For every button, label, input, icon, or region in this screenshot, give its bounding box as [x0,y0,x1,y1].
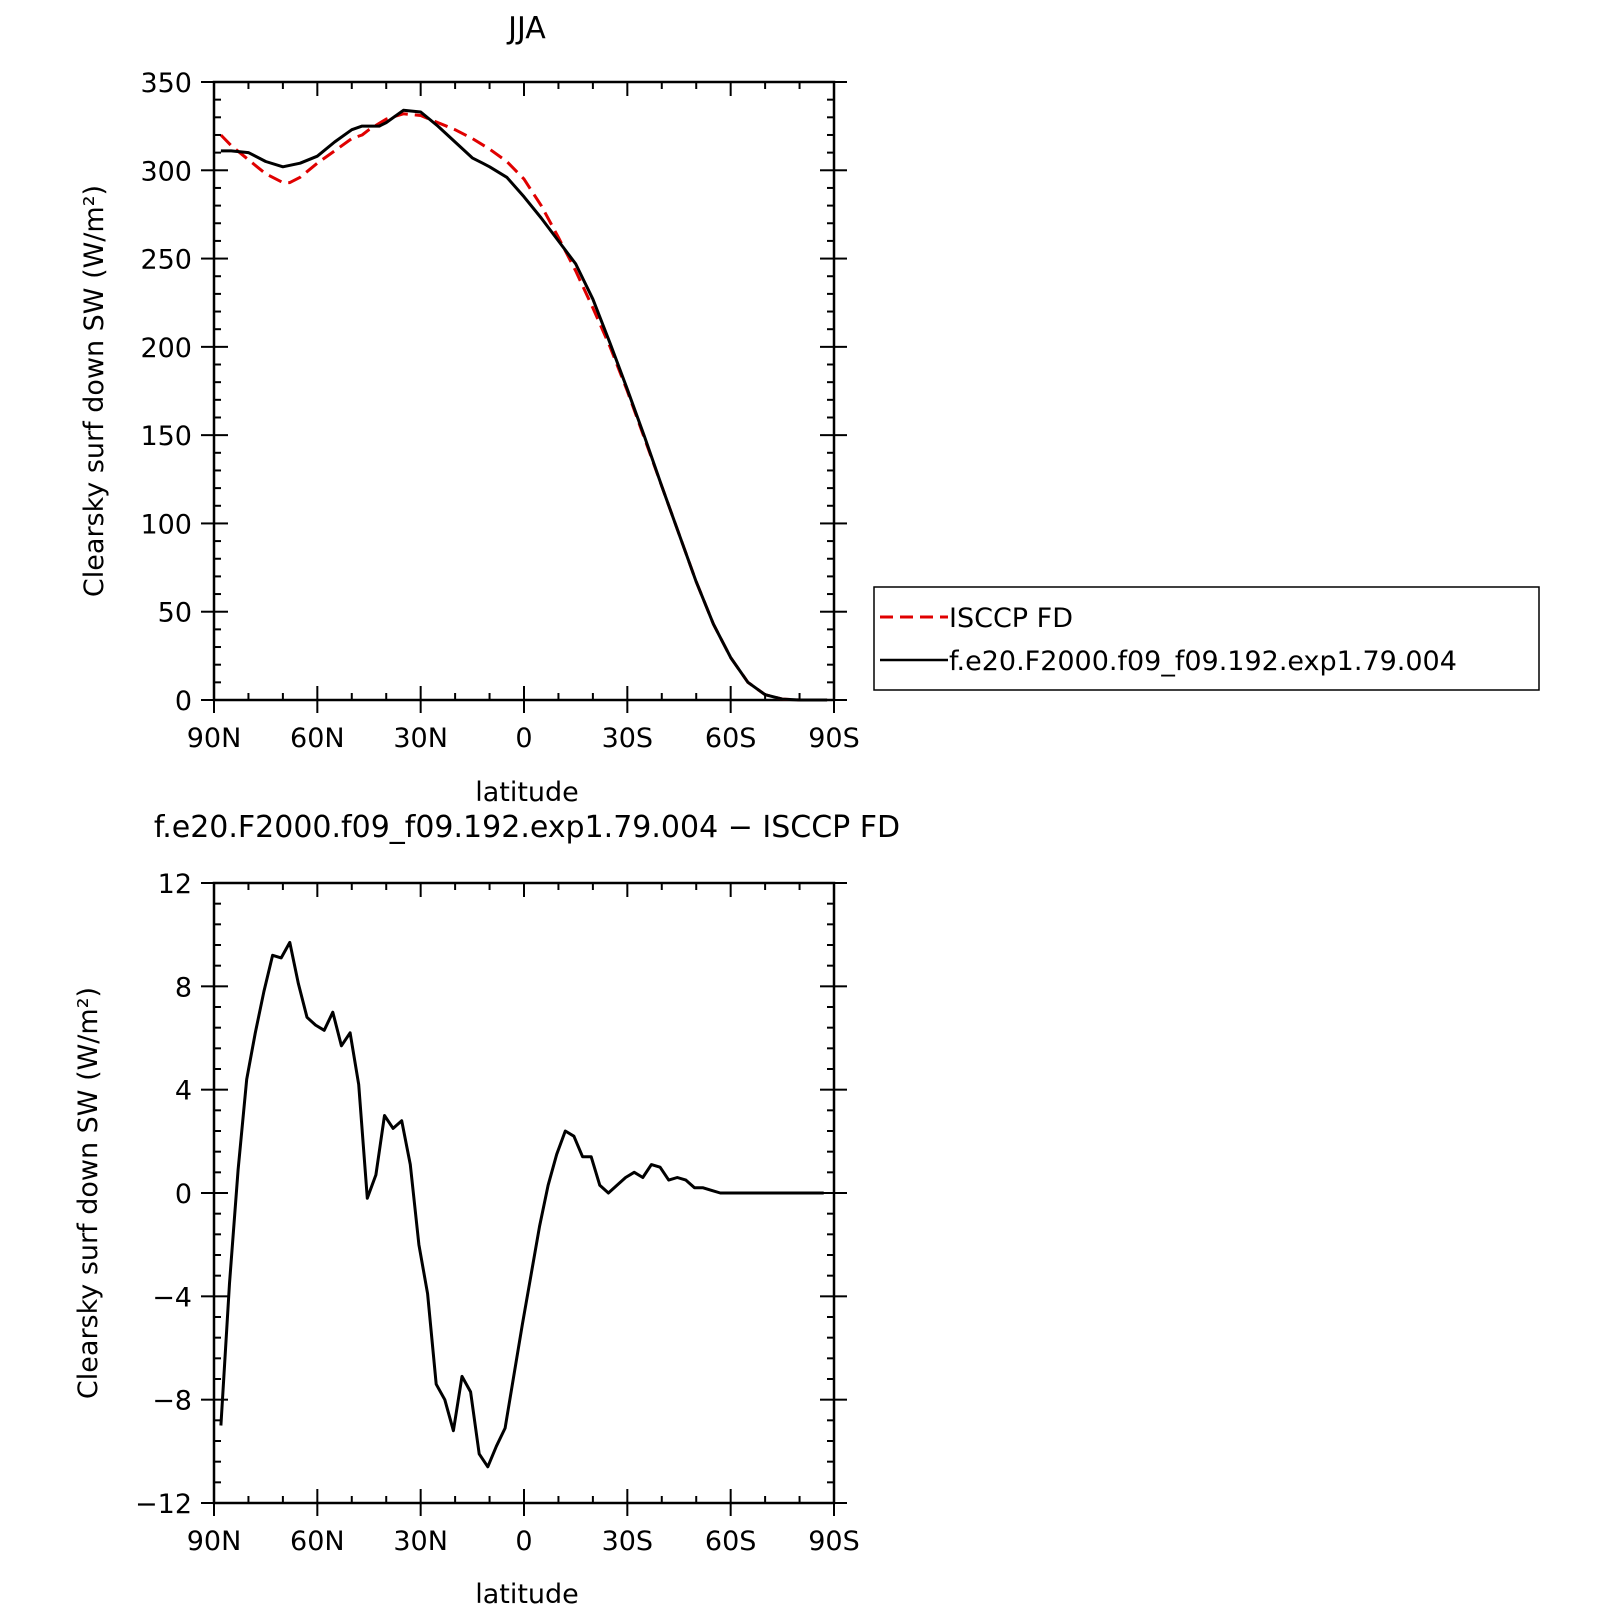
bottom-x-tick-label: 30S [602,1526,654,1557]
bottom-series-line-0 [219,940,824,1469]
top-series-line-1 [220,108,828,702]
top-x-tick-label: 90S [808,723,860,754]
top-y-tick-label: 50 [158,598,192,629]
bottom-y-tick-label: 8 [175,972,192,1003]
top-x-tick-label: 90N [187,723,242,754]
bottom-y-axis-label: Clearsky surf down SW (W/m²) [73,987,104,1399]
bottom-y-tick-label: 12 [158,869,192,900]
legend-box [873,586,1540,691]
top-series-line-0 [219,112,828,702]
legend-label-model: f.e20.F2000.f09_f09.192.exp1.79.004 [949,646,1457,677]
bottom-y-tick-label: 4 [175,1076,192,1107]
bottom-panel: f.e20.F2000.f09_f09.192.exp1.79.004 − IS… [73,810,900,1608]
bottom-y-tick-label: −8 [152,1386,192,1417]
bottom-series-layer [219,940,824,1469]
bottom-axis-ticks: 90N 60N 30N 0 30S 60S 90S −12 −8 −4 0 4 8 12 [135,869,860,1557]
top-series-layer [219,108,828,702]
bottom-x-tick-label: 60N [290,1526,345,1557]
bottom-x-tick-label: 0 [515,1526,532,1557]
top-x-tick-label: 30S [602,723,654,754]
top-y-tick-label: 350 [140,68,192,99]
top-panel: JJA 90N 60N 30N 0 30S 60S 90S 0 50 100 150 200 250 30… [79,11,860,808]
bottom-x-tick-label: 90S [808,1526,860,1557]
top-y-tick-label: 0 [175,686,192,717]
top-x-tick-label: 30N [393,723,448,754]
bottom-y-tick-label: −4 [152,1282,192,1313]
bottom-panel-title: f.e20.F2000.f09_f09.192.exp1.79.004 − IS… [154,810,900,845]
top-y-tick-label: 100 [140,509,192,540]
bottom-x-tick-label: 90N [187,1526,242,1557]
top-x-axis-label: latitude [475,777,579,808]
bottom-x-tick-label: 30N [393,1526,448,1557]
top-axis-ticks: 90N 60N 30N 0 30S 60S 90S 0 50 100 150 200 250 300 350 [140,68,859,754]
bottom-y-tick-label: 0 [175,1179,192,1210]
legend: ISCCP FD f.e20.F2000.f09_f09.192.exp1.79… [873,586,1540,691]
top-y-tick-label: 300 [140,156,192,187]
bottom-x-axis-label: latitude [475,1579,579,1608]
top-x-tick-label: 60N [290,723,345,754]
bottom-y-tick-label: −12 [135,1489,192,1520]
top-y-axis-label: Clearsky surf down SW (W/m²) [79,185,110,597]
top-y-tick-label: 200 [140,333,192,364]
top-x-tick-label: 0 [515,723,532,754]
top-panel-title: JJA [506,11,546,46]
top-plot-frame [212,80,836,702]
top-y-tick-label: 150 [140,421,192,452]
top-y-tick-label: 250 [140,245,192,276]
bottom-x-tick-label: 60S [705,1526,757,1557]
legend-label-isccp: ISCCP FD [949,603,1073,634]
top-x-tick-label: 60S [705,723,757,754]
